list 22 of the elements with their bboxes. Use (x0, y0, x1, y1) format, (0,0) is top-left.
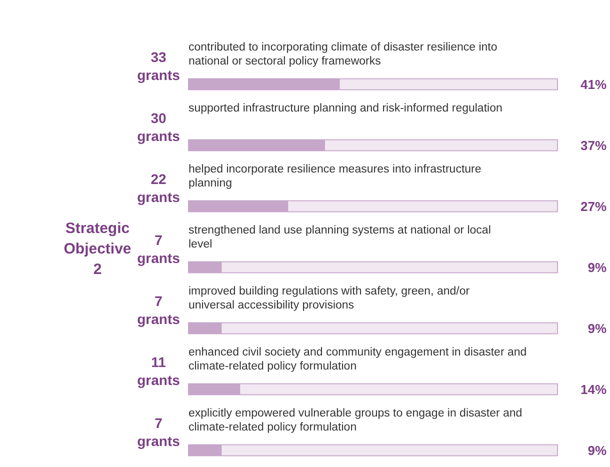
data-label: 9% (588, 260, 607, 275)
text: 11 grants (137, 354, 180, 388)
data-label: 9% (588, 442, 607, 458)
y-tick-label: contributed to incorporating climate of disaster resilience into national or sectoral policy frameworks (188, 42, 498, 68)
text: 7 grants (137, 293, 180, 327)
text: 33 grants (137, 49, 180, 83)
y-tick-label: helped incorporate resilience measures into infrastructure planning (188, 164, 482, 190)
y-tick-label: enhanced civil society and community engagement in disaster and climate-related policy formulation (188, 346, 527, 372)
data-label: 14% (580, 382, 607, 397)
text: 22 grants (137, 171, 180, 205)
data-label: 9% (588, 320, 607, 336)
text: 30 grants (137, 110, 180, 144)
text: Strategic Objective 2 (64, 220, 132, 278)
y-tick-label: improved building regulations with safety, green, and/or universal accessibility provisions (188, 286, 470, 312)
data-label: 37% (580, 138, 607, 153)
data-label: 41% (580, 76, 607, 92)
y-tick-label: strengthened land use planning systems at national or local level (188, 224, 491, 250)
text: 7 grants (137, 415, 180, 449)
text: 7 grants (137, 232, 180, 266)
data-label: 27% (580, 198, 607, 214)
y-tick-label: explicitly empowered vulnerable groups to engage in disaster and climate-related policy formulation (188, 408, 522, 434)
y-tick-label: supported infrastructure planning and risk-informed regulation (188, 102, 502, 115)
